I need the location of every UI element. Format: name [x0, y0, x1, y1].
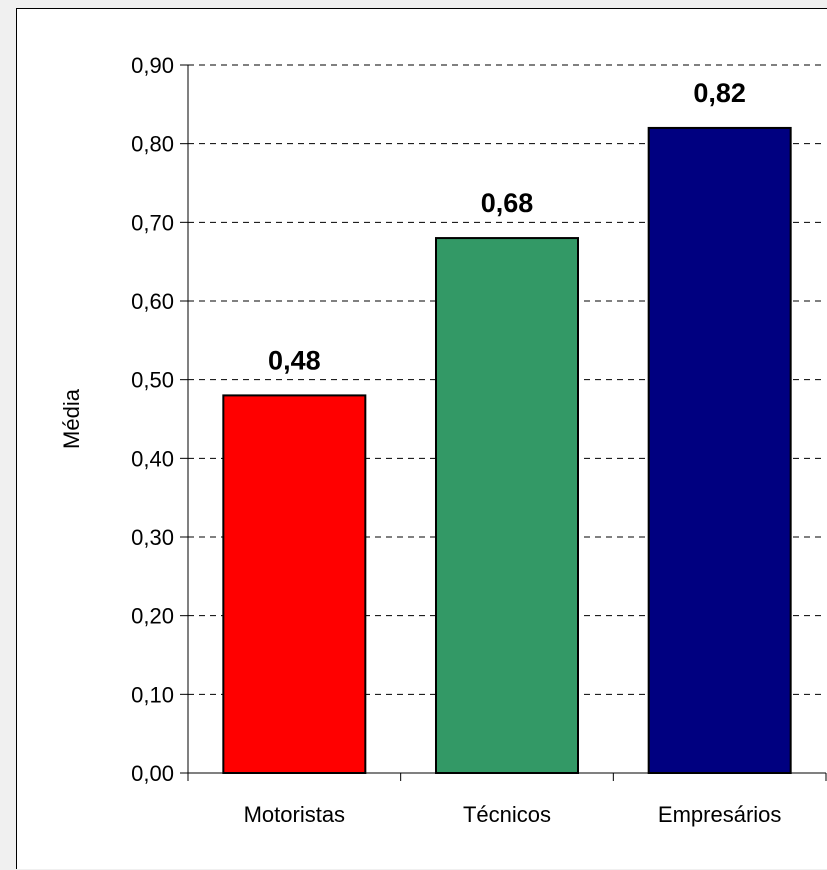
bar-técnicos: [435, 237, 579, 775]
y-axis-title: Média: [59, 388, 84, 449]
data-label: 0,68: [481, 188, 534, 218]
y-tick-label: 0,40: [131, 446, 174, 471]
y-tick-label: 0,80: [131, 132, 174, 157]
y-tick-label: 0,60: [131, 289, 174, 314]
y-tick-label: 0,70: [131, 210, 174, 235]
bar-motoristas: [222, 394, 367, 774]
data-label: 0,48: [268, 345, 321, 375]
bar-empresários: [647, 126, 792, 774]
data-label: 0,82: [693, 78, 746, 108]
y-tick-label: 0,00: [131, 761, 174, 786]
x-category-label: Motoristas: [244, 802, 345, 827]
chart-area: 0,00 0,10 0,20 0,30 0,40 0,50 0,60 0,70 0,80 0,90…: [16, 8, 827, 869]
y-tick-label: 0,20: [131, 604, 174, 629]
y-tick-label: 0,50: [131, 368, 174, 393]
bar-chart: 0,00 0,10 0,20 0,30 0,40 0,50 0,60 0,70 0,80 0,90…: [59, 53, 827, 827]
x-category-label: Empresários: [658, 802, 781, 827]
x-category-label: Técnicos: [463, 802, 551, 827]
y-tick-label: 0,30: [131, 525, 174, 550]
y-tick-label: 0,10: [131, 682, 174, 707]
y-tick-label: 0,90: [131, 53, 174, 78]
